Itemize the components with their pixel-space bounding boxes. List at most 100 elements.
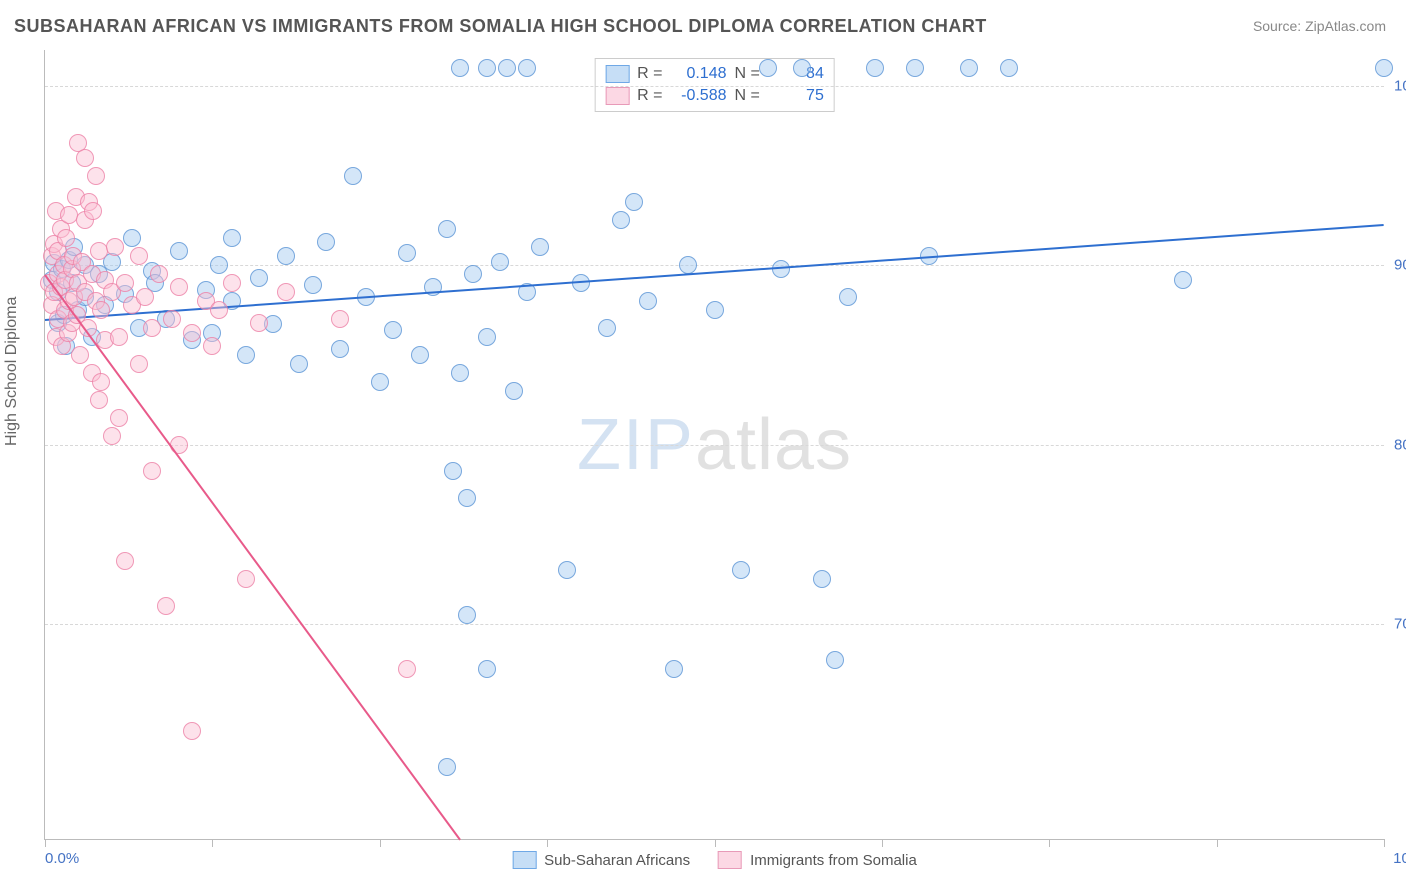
y-tick-label: 70.0% xyxy=(1394,615,1406,632)
scatter-point-blue xyxy=(759,59,777,77)
n-label: N = xyxy=(735,87,760,105)
scatter-point-pink xyxy=(92,301,110,319)
legend-item-blue: Sub-Saharan Africans xyxy=(512,851,690,869)
source-prefix: Source: xyxy=(1253,18,1305,34)
scatter-point-blue xyxy=(317,233,335,251)
scatter-point-pink xyxy=(71,346,89,364)
scatter-point-pink xyxy=(170,278,188,296)
x-tick xyxy=(715,839,716,847)
scatter-point-pink xyxy=(110,328,128,346)
gridline-h xyxy=(45,624,1384,625)
scatter-point-pink xyxy=(398,660,416,678)
scatter-point-blue xyxy=(223,229,241,247)
scatter-point-blue xyxy=(438,758,456,776)
scatter-point-blue xyxy=(1375,59,1393,77)
scatter-point-blue xyxy=(277,247,295,265)
scatter-point-pink xyxy=(92,373,110,391)
scatter-point-pink xyxy=(250,314,268,332)
x-tick xyxy=(1217,839,1218,847)
scatter-point-blue xyxy=(665,660,683,678)
scatter-point-blue xyxy=(398,244,416,262)
source-attribution: Source: ZipAtlas.com xyxy=(1253,18,1386,34)
scatter-point-pink xyxy=(90,391,108,409)
swatch-pink xyxy=(605,87,629,105)
scatter-point-blue xyxy=(518,59,536,77)
y-tick-label: 80.0% xyxy=(1394,436,1406,453)
scatter-point-pink xyxy=(143,462,161,480)
x-tick xyxy=(380,839,381,847)
scatter-point-pink xyxy=(143,319,161,337)
x-tick xyxy=(547,839,548,847)
legend-label-blue: Sub-Saharan Africans xyxy=(544,852,690,869)
scatter-point-pink xyxy=(203,337,221,355)
scatter-point-blue xyxy=(839,288,857,306)
scatter-point-pink xyxy=(183,722,201,740)
scatter-point-blue xyxy=(458,606,476,624)
scatter-point-blue xyxy=(679,256,697,274)
scatter-point-pink xyxy=(76,149,94,167)
scatter-point-blue xyxy=(290,355,308,373)
scatter-point-blue xyxy=(498,59,516,77)
x-tick xyxy=(212,839,213,847)
scatter-point-blue xyxy=(237,346,255,364)
scatter-point-blue xyxy=(478,328,496,346)
scatter-point-blue xyxy=(598,319,616,337)
scatter-point-pink xyxy=(130,247,148,265)
scatter-point-blue xyxy=(451,364,469,382)
scatter-point-blue xyxy=(464,265,482,283)
scatter-point-pink xyxy=(223,274,241,292)
scatter-point-blue xyxy=(625,193,643,211)
scatter-point-pink xyxy=(237,570,255,588)
scatter-point-blue xyxy=(960,59,978,77)
chart-container: SUBSAHARAN AFRICAN VS IMMIGRANTS FROM SO… xyxy=(0,0,1406,892)
scatter-point-pink xyxy=(87,167,105,185)
scatter-point-blue xyxy=(639,292,657,310)
scatter-point-blue xyxy=(123,229,141,247)
r-label: R = xyxy=(637,87,662,105)
scatter-point-pink xyxy=(183,324,201,342)
legend-item-pink: Immigrants from Somalia xyxy=(718,851,917,869)
scatter-point-pink xyxy=(84,202,102,220)
x-tick xyxy=(45,839,46,847)
source-name: ZipAtlas.com xyxy=(1305,18,1386,34)
x-tick-min: 0.0% xyxy=(45,850,79,867)
scatter-point-pink xyxy=(331,310,349,328)
scatter-point-blue xyxy=(491,253,509,271)
scatter-point-blue xyxy=(793,59,811,77)
scatter-point-pink xyxy=(106,238,124,256)
x-tick xyxy=(1049,839,1050,847)
swatch-pink xyxy=(718,851,742,869)
gridline-h xyxy=(45,86,1384,87)
n-label: N = xyxy=(735,65,760,83)
scatter-point-blue xyxy=(558,561,576,579)
y-tick-label: 100.0% xyxy=(1394,77,1406,94)
scatter-point-blue xyxy=(732,561,750,579)
swatch-blue xyxy=(605,65,629,83)
n-value-pink: 75 xyxy=(768,87,824,105)
x-tick xyxy=(1384,839,1385,847)
gridline-h xyxy=(45,445,1384,446)
legend-stats-row-pink: R = -0.588 N = 75 xyxy=(605,85,824,107)
scatter-point-blue xyxy=(444,462,462,480)
scatter-point-pink xyxy=(116,274,134,292)
r-value-blue: 0.148 xyxy=(671,65,727,83)
scatter-point-blue xyxy=(478,660,496,678)
x-tick xyxy=(882,839,883,847)
scatter-point-blue xyxy=(170,242,188,260)
scatter-point-blue xyxy=(371,373,389,391)
scatter-point-pink xyxy=(150,265,168,283)
scatter-point-blue xyxy=(612,211,630,229)
scatter-point-blue xyxy=(438,220,456,238)
r-value-pink: -0.588 xyxy=(671,87,727,105)
scatter-point-blue xyxy=(331,340,349,358)
scatter-point-blue xyxy=(706,301,724,319)
legend-series: Sub-Saharan Africans Immigrants from Som… xyxy=(512,851,917,869)
swatch-blue xyxy=(512,851,536,869)
scatter-point-blue xyxy=(451,59,469,77)
scatter-point-blue xyxy=(304,276,322,294)
y-tick-label: 90.0% xyxy=(1394,257,1406,274)
scatter-point-blue xyxy=(384,321,402,339)
y-axis-label: High School Diploma xyxy=(3,297,21,446)
scatter-point-blue xyxy=(250,269,268,287)
scatter-point-blue xyxy=(1174,271,1192,289)
